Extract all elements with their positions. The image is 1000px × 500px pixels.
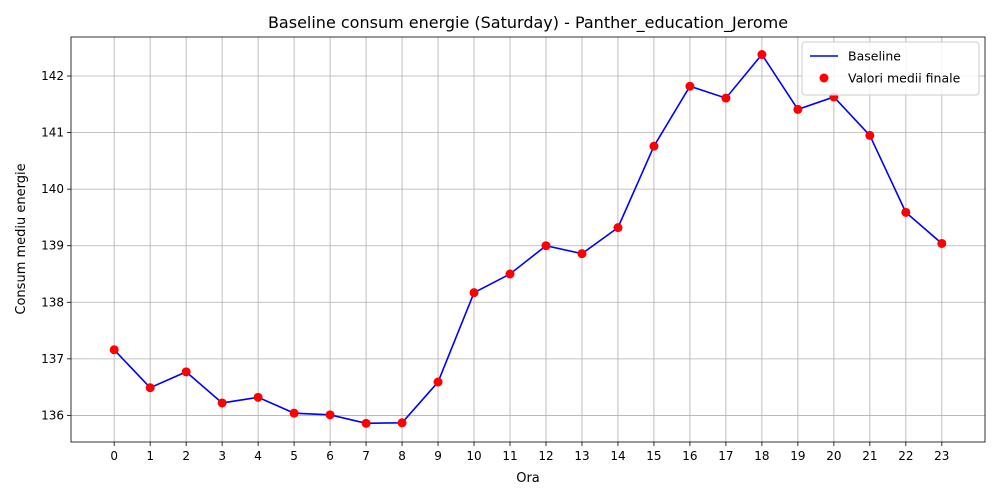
x-tick-label: 12	[538, 449, 553, 463]
x-axis-label: Ora	[516, 471, 540, 486]
data-point-final-value	[289, 408, 299, 418]
legend-marker-swatch	[819, 73, 829, 83]
data-point-final-value	[505, 269, 515, 279]
x-tick-label: 23	[934, 449, 949, 463]
x-tick-label: 13	[574, 449, 589, 463]
x-tick-label: 5	[290, 449, 298, 463]
plot-series	[109, 50, 947, 428]
chart-title: Baseline consum energie (Saturday) - Pan…	[268, 13, 788, 33]
data-point-final-value	[109, 345, 119, 355]
y-tick-label: 139	[41, 239, 64, 253]
x-tick-label: 9	[434, 449, 442, 463]
legend-label-final-values: Valori medii finale	[848, 71, 961, 86]
data-point-final-value	[793, 104, 803, 114]
x-tick-label: 20	[826, 449, 841, 463]
x-tick-label: 18	[754, 449, 769, 463]
data-point-final-value	[685, 81, 695, 91]
x-tick-label: 10	[466, 449, 481, 463]
grid	[71, 37, 985, 442]
y-tick-label: 141	[41, 126, 64, 140]
plot-frame	[70, 36, 986, 443]
data-point-final-value	[613, 223, 623, 233]
y-axis-label: Consum mediu energie	[14, 163, 29, 314]
x-tick-label: 1	[146, 449, 154, 463]
axis-ticks: 0 1 2 3 4 5 6 7 8 9 10 11 12 13 14 15 16 17 18 19 20 21 22 2313…	[41, 69, 949, 463]
x-tick-label: 22	[898, 449, 913, 463]
data-point-final-value	[397, 418, 407, 428]
legend: Baseline Valori medii finale	[801, 41, 980, 96]
data-point-final-value	[325, 410, 335, 420]
data-point-final-value	[649, 141, 659, 151]
x-tick-label: 8	[398, 449, 406, 463]
y-tick-label: 140	[41, 182, 64, 196]
data-point-final-value	[757, 50, 767, 60]
data-point-final-value	[469, 288, 479, 298]
x-tick-label: 7	[362, 449, 370, 463]
x-tick-label: 6	[326, 449, 334, 463]
x-tick-label: 21	[862, 449, 877, 463]
x-tick-label: 16	[682, 449, 697, 463]
data-point-final-value	[181, 367, 191, 377]
y-tick-label: 138	[41, 295, 64, 309]
y-tick-label: 136	[41, 408, 64, 422]
data-point-final-value	[937, 238, 947, 248]
data-point-final-value	[253, 392, 263, 402]
series-line-baseline	[113, 53, 943, 425]
x-tick-label: 3	[218, 449, 226, 463]
x-tick-label: 15	[646, 449, 661, 463]
data-point-final-value	[361, 418, 371, 428]
x-tick-label: 0	[110, 449, 118, 463]
y-tick-label: 142	[41, 69, 64, 83]
x-tick-label: 19	[790, 449, 805, 463]
data-point-final-value	[901, 207, 911, 217]
data-point-final-value	[433, 377, 443, 387]
x-tick-label: 2	[182, 449, 190, 463]
data-point-final-value	[145, 383, 155, 393]
y-tick-label: 137	[41, 352, 64, 366]
data-point-final-value	[541, 241, 551, 251]
x-tick-label: 14	[610, 449, 625, 463]
data-point-final-value	[577, 249, 587, 259]
x-tick-label: 4	[254, 449, 262, 463]
data-point-final-value	[217, 398, 227, 408]
x-tick-label: 11	[502, 449, 517, 463]
x-tick-label: 17	[718, 449, 733, 463]
legend-label-baseline: Baseline	[848, 49, 901, 64]
data-point-final-value	[865, 130, 875, 140]
legend-box	[801, 41, 980, 96]
data-point-final-value	[721, 93, 731, 103]
